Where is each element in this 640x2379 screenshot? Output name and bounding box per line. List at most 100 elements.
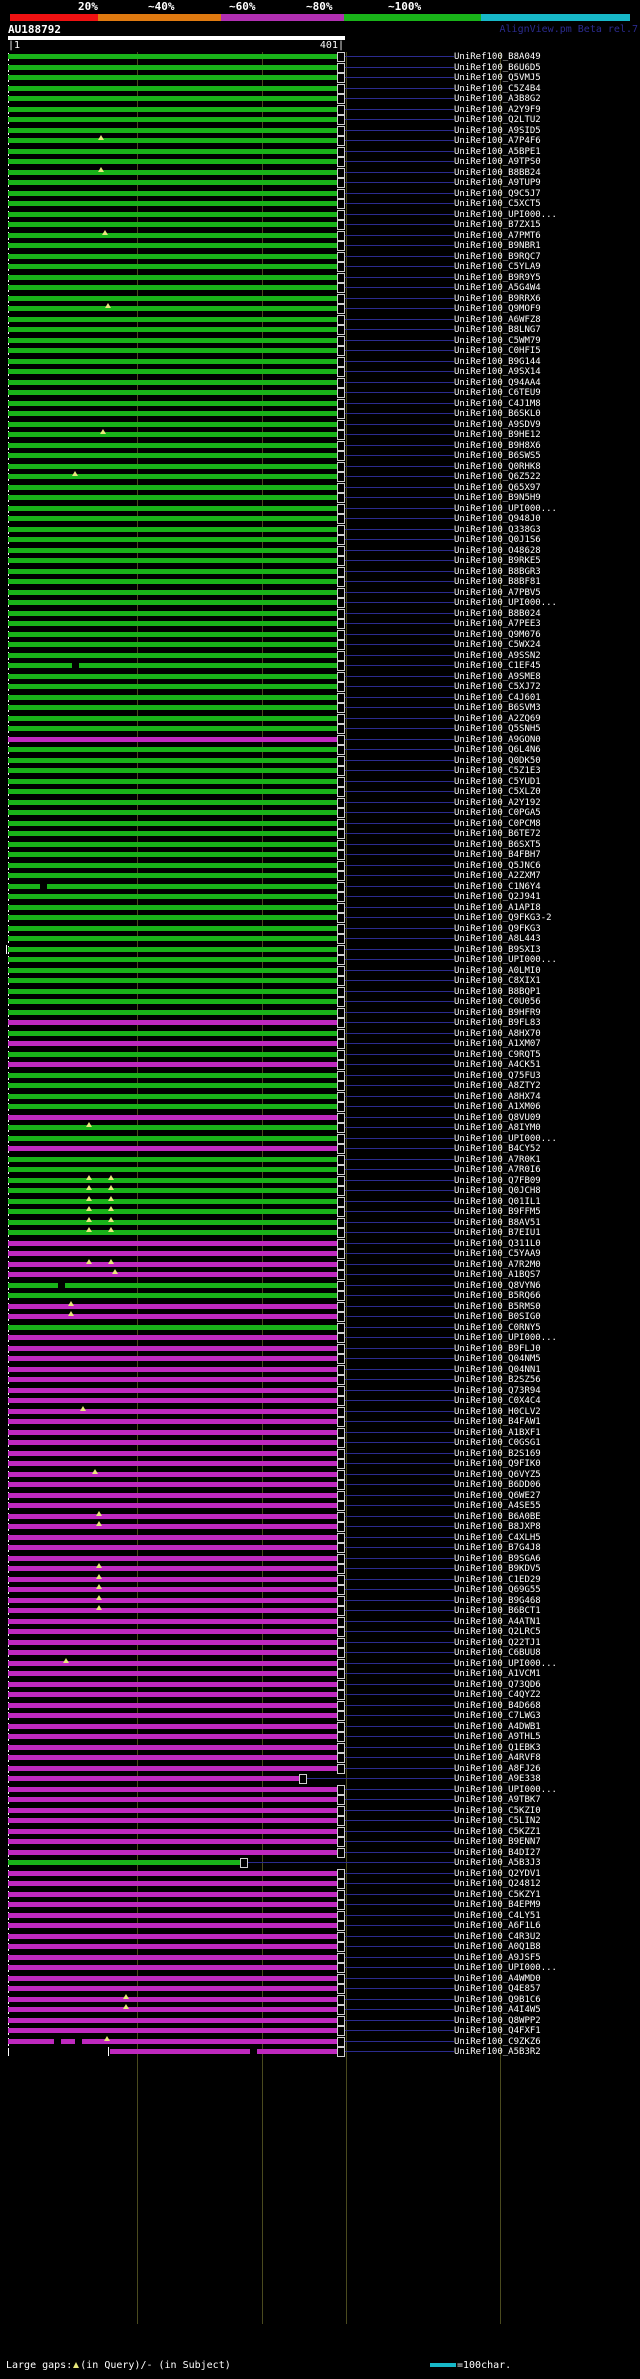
hit-bar[interactable] — [8, 1251, 337, 1256]
hit-accession-label[interactable]: UniRef100_B9KDV5 — [454, 1564, 541, 1574]
alignment-row[interactable]: UniRef100_B5RMS0 — [0, 1300, 640, 1313]
alignment-row[interactable]: UniRef100_B9SGA6 — [0, 1553, 640, 1565]
alignment-row[interactable]: UniRef100_Q5SNH5 — [0, 724, 640, 735]
alignment-row[interactable]: UniRef100_Q9FKG3 — [0, 923, 640, 935]
hit-bar[interactable] — [8, 243, 337, 248]
hit-accession-label[interactable]: UniRef100_UPI000... — [454, 1963, 557, 1973]
hit-accession-label[interactable]: UniRef100_C0U056 — [454, 997, 541, 1007]
alignment-row[interactable]: UniRef100_C1EF45 — [0, 661, 640, 672]
hit-accession-label[interactable]: UniRef100_Q73QD6 — [454, 1679, 541, 1690]
alignment-row[interactable]: UniRef100_Q5JNC6 — [0, 860, 640, 872]
alignment-row[interactable]: UniRef100_Q73QD6 — [0, 1679, 640, 1691]
hit-accession-label[interactable]: UniRef100_Q9FKG3-2 — [454, 913, 552, 923]
hit-bar[interactable] — [8, 894, 337, 899]
hit-accession-label[interactable]: UniRef100_Q75FU3 — [454, 1070, 541, 1081]
alignment-row[interactable]: UniRef100_Q0J1S6 — [0, 535, 640, 546]
hit-accession-label[interactable]: UniRef100_A4RVF8 — [454, 1753, 541, 1763]
alignment-row[interactable]: UniRef100_Q6Z522 — [0, 471, 640, 483]
hit-bar[interactable] — [8, 253, 337, 259]
alignment-row[interactable]: UniRef100_C5KZI0 — [0, 1805, 640, 1817]
hit-bar[interactable] — [8, 1524, 337, 1529]
hit-bar[interactable] — [8, 1566, 337, 1571]
alignment-row[interactable]: UniRef100_Q9FIK0 — [0, 1459, 640, 1470]
hit-bar[interactable] — [8, 85, 337, 91]
hit-bar[interactable] — [8, 400, 337, 406]
hit-bar[interactable] — [8, 852, 337, 857]
hit-bar[interactable] — [8, 736, 337, 742]
hit-bar[interactable] — [8, 1545, 337, 1550]
alignment-row[interactable]: UniRef100_Q75FU3 — [0, 1070, 640, 1082]
hit-accession-label[interactable]: UniRef100_B4EPM9 — [454, 1900, 541, 1910]
hit-bar[interactable] — [8, 715, 337, 721]
hit-bar[interactable] — [8, 1272, 337, 1277]
hit-accession-label[interactable]: UniRef100_H0CLV2 — [454, 1406, 541, 1417]
hit-bar[interactable] — [8, 1713, 337, 1718]
hit-bar[interactable] — [8, 1608, 337, 1613]
hit-bar[interactable] — [8, 295, 337, 301]
hit-bar[interactable] — [8, 1398, 337, 1403]
hit-bar[interactable] — [8, 568, 337, 574]
hit-bar[interactable] — [8, 1660, 337, 1666]
hit-bar[interactable] — [8, 1849, 337, 1855]
hit-bar[interactable] — [8, 915, 337, 920]
alignment-row[interactable]: UniRef100_A1BXF1 — [0, 1427, 640, 1439]
hit-accession-label[interactable]: UniRef100_C5YLA9 — [454, 262, 541, 272]
hit-bar[interactable] — [8, 642, 337, 647]
alignment-row[interactable]: UniRef100_Q1EBK3 — [0, 1742, 640, 1754]
hit-bar[interactable] — [8, 1293, 337, 1298]
hit-bar[interactable] — [8, 1324, 337, 1330]
hit-bar[interactable] — [8, 211, 337, 217]
hit-accession-label[interactable]: UniRef100_A2ZQ69 — [454, 713, 541, 724]
alignment-row[interactable]: UniRef100_A2ZXM7 — [0, 871, 640, 882]
hit-bar[interactable] — [8, 946, 337, 952]
hit-accession-label[interactable]: UniRef100_A7P4F6 — [454, 136, 541, 146]
hit-accession-label[interactable]: UniRef100_Q6VYZ5 — [454, 1469, 541, 1480]
alignment-row[interactable]: UniRef100_Q94AA4 — [0, 377, 640, 389]
hit-bar[interactable] — [8, 1072, 337, 1078]
alignment-row[interactable]: UniRef100_C5LIN2 — [0, 1816, 640, 1827]
alignment-row[interactable]: UniRef100_B9RKE5 — [0, 556, 640, 567]
alignment-row[interactable]: UniRef100_A4CK51 — [0, 1060, 640, 1071]
hit-accession-label[interactable]: UniRef100_A9SDV9 — [454, 419, 541, 430]
hit-accession-label[interactable]: UniRef100_B8AV51 — [454, 1217, 541, 1228]
hit-accession-label[interactable]: UniRef100_Q8VU09 — [454, 1112, 541, 1123]
alignment-row[interactable]: UniRef100_UPI000... — [0, 598, 640, 609]
hit-accession-label[interactable]: UniRef100_C4R3U2 — [454, 1931, 541, 1942]
hit-accession-label[interactable]: UniRef100_C9ZKZ6 — [454, 2036, 541, 2047]
hit-bar[interactable] — [8, 1860, 240, 1865]
hit-accession-label[interactable]: UniRef100_A8HX74 — [454, 1091, 541, 1102]
hit-bar[interactable] — [8, 978, 337, 983]
alignment-row[interactable]: UniRef100_A4ATN1 — [0, 1616, 640, 1628]
hit-accession-label[interactable]: UniRef100_A4CK51 — [454, 1060, 541, 1070]
hit-bar[interactable] — [8, 621, 337, 626]
hit-bar[interactable] — [8, 1188, 337, 1193]
alignment-row[interactable]: UniRef100_A6F1L6 — [0, 1921, 640, 1932]
alignment-row[interactable]: UniRef100_C4R3U2 — [0, 1931, 640, 1943]
alignment-row[interactable]: UniRef100_B6SKL0 — [0, 409, 640, 420]
alignment-row[interactable]: UniRef100_C0X4C4 — [0, 1396, 640, 1407]
hit-accession-label[interactable]: UniRef100_Q9MOF9 — [454, 304, 541, 314]
hit-bar[interactable] — [8, 558, 337, 563]
hit-bar[interactable] — [8, 1419, 337, 1424]
alignment-row[interactable]: UniRef100_B6SVM3 — [0, 703, 640, 714]
hit-bar[interactable] — [8, 768, 337, 773]
hit-accession-label[interactable]: UniRef100_Q9M076 — [454, 629, 541, 640]
alignment-row[interactable]: UniRef100_B6TE72 — [0, 829, 640, 840]
hit-accession-label[interactable]: UniRef100_Q04NM5 — [454, 1354, 541, 1364]
hit-bar[interactable] — [8, 2028, 337, 2033]
alignment-row[interactable]: UniRef100_B9ENN7 — [0, 1837, 640, 1848]
hit-bar[interactable] — [8, 1744, 337, 1750]
alignment-row[interactable]: UniRef100_B9NBR1 — [0, 241, 640, 252]
alignment-row[interactable]: UniRef100_A2ZQ69 — [0, 713, 640, 725]
alignment-row[interactable]: UniRef100_C4XLH5 — [0, 1532, 640, 1544]
hit-bar[interactable] — [8, 1261, 337, 1267]
alignment-row[interactable]: UniRef100_A5BPE1 — [0, 146, 640, 158]
hit-bar[interactable] — [8, 1618, 337, 1624]
hit-accession-label[interactable]: UniRef100_A9SSN2 — [454, 650, 541, 661]
alignment-row[interactable]: UniRef100_A1XM07 — [0, 1039, 640, 1050]
alignment-row[interactable]: UniRef100_C6BUU8 — [0, 1648, 640, 1659]
hit-accession-label[interactable]: UniRef100_B9FLJ0 — [454, 1343, 541, 1354]
hit-accession-label[interactable]: UniRef100_Q4FXF1 — [454, 2026, 541, 2036]
alignment-row[interactable]: UniRef100_A8L443 — [0, 934, 640, 945]
hit-accession-label[interactable]: UniRef100_C0PGA5 — [454, 808, 541, 818]
